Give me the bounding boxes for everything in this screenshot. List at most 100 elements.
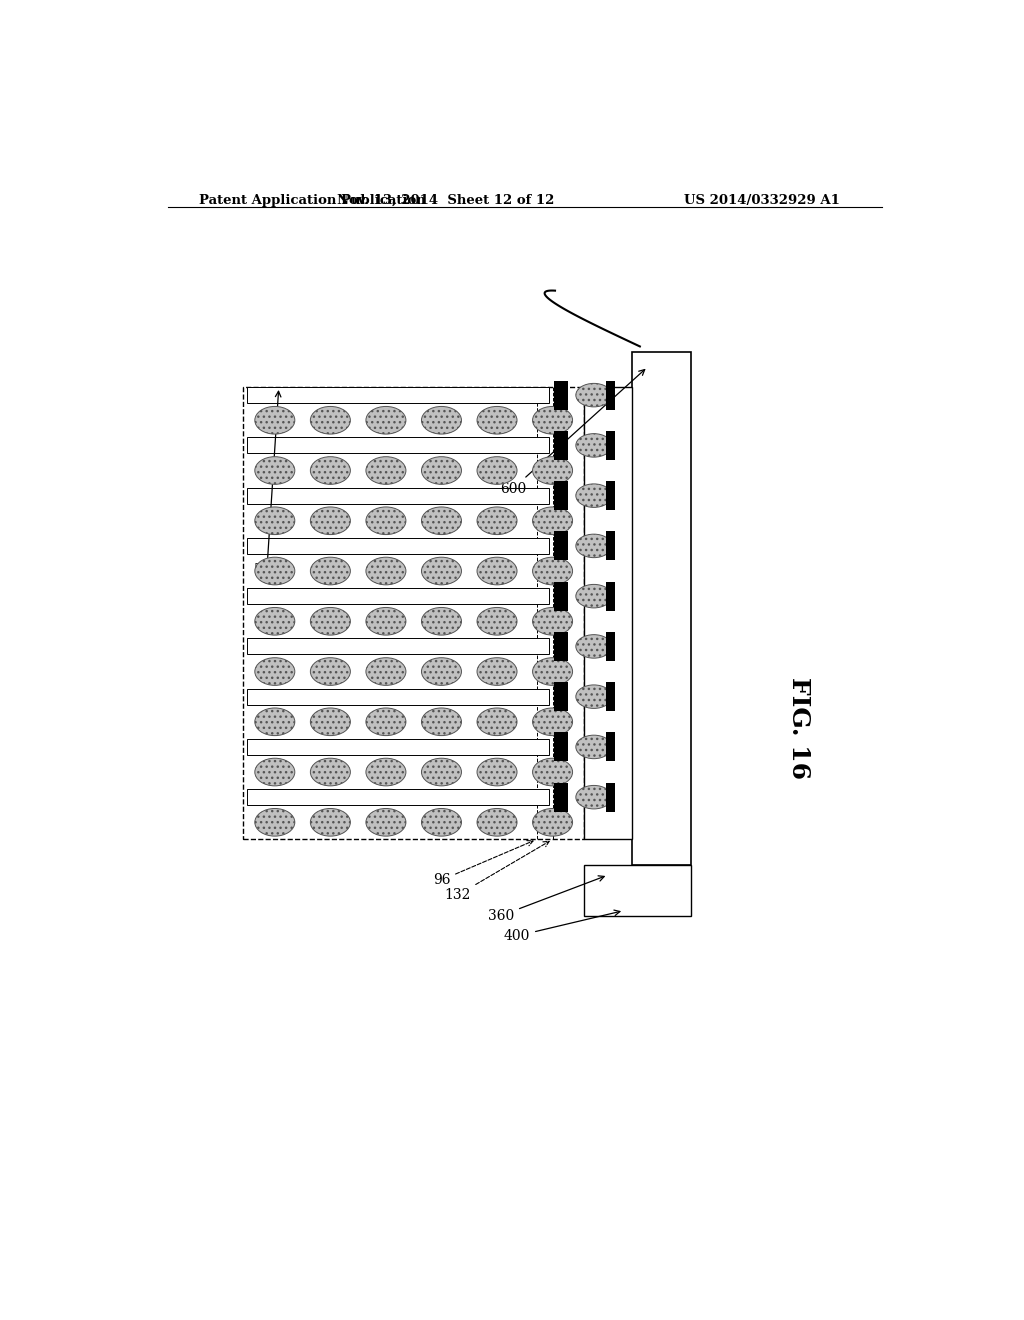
Ellipse shape [532,457,572,484]
Ellipse shape [532,657,572,685]
Ellipse shape [575,585,612,609]
Ellipse shape [575,635,612,659]
Ellipse shape [366,657,406,685]
Ellipse shape [575,735,612,759]
Bar [606,783,615,812]
Ellipse shape [366,407,406,434]
Bar [606,482,615,510]
Ellipse shape [310,808,350,836]
Ellipse shape [310,407,350,434]
Ellipse shape [366,607,406,635]
Text: 132: 132 [444,841,549,903]
Text: 360: 360 [487,875,604,923]
Ellipse shape [366,557,406,585]
Ellipse shape [532,708,572,735]
Ellipse shape [366,758,406,785]
Ellipse shape [575,685,612,709]
Ellipse shape [532,808,572,836]
Bar [243,387,585,840]
Ellipse shape [310,607,350,635]
Ellipse shape [422,557,462,585]
Ellipse shape [422,808,462,836]
Ellipse shape [477,657,517,685]
Text: US 2014/0332929 A1: US 2014/0332929 A1 [684,194,840,207]
Ellipse shape [255,607,295,635]
Ellipse shape [575,484,612,507]
Bar [606,430,615,459]
Text: 96: 96 [433,841,534,887]
Ellipse shape [255,708,295,735]
Ellipse shape [366,457,406,484]
Ellipse shape [477,457,517,484]
Bar [247,537,549,554]
Bar [247,639,549,655]
Ellipse shape [532,407,572,434]
Bar [247,739,549,755]
Ellipse shape [422,407,462,434]
Text: FIG. 16: FIG. 16 [786,677,811,779]
Bar [554,682,568,711]
Bar [247,437,549,454]
Bar [247,387,549,403]
Bar [247,487,549,504]
Bar [606,532,615,561]
Text: 400: 400 [504,909,620,942]
Bar [632,351,691,865]
Bar [606,733,615,762]
Bar [247,689,549,705]
Ellipse shape [532,607,572,635]
Ellipse shape [255,657,295,685]
Ellipse shape [477,607,517,635]
Bar [606,582,615,611]
Bar [585,387,632,840]
Ellipse shape [310,507,350,535]
Ellipse shape [366,507,406,535]
Ellipse shape [532,507,572,535]
Ellipse shape [477,507,517,535]
Ellipse shape [422,657,462,685]
Bar [554,783,568,812]
Ellipse shape [366,808,406,836]
Ellipse shape [422,457,462,484]
Bar [606,682,615,711]
Bar [585,865,691,916]
Ellipse shape [575,434,612,457]
Ellipse shape [366,708,406,735]
Ellipse shape [310,758,350,785]
Ellipse shape [310,457,350,484]
Ellipse shape [477,708,517,735]
Ellipse shape [532,758,572,785]
Ellipse shape [255,557,295,585]
Bar [554,632,568,661]
Ellipse shape [422,607,462,635]
Ellipse shape [575,785,612,809]
Bar [606,380,615,409]
Ellipse shape [310,557,350,585]
Text: Nov. 13, 2014  Sheet 12 of 12: Nov. 13, 2014 Sheet 12 of 12 [337,194,554,207]
Bar [606,632,615,661]
Ellipse shape [477,407,517,434]
Text: 500: 500 [254,391,281,577]
Text: Patent Application Publication: Patent Application Publication [200,194,426,207]
Ellipse shape [422,708,462,735]
Ellipse shape [310,708,350,735]
Bar [247,789,549,805]
Ellipse shape [575,535,612,557]
Bar [554,482,568,510]
Ellipse shape [422,507,462,535]
Ellipse shape [255,507,295,535]
Ellipse shape [310,657,350,685]
Ellipse shape [422,758,462,785]
Bar [554,380,568,409]
Bar [247,589,549,605]
Ellipse shape [532,557,572,585]
Ellipse shape [255,457,295,484]
Ellipse shape [255,407,295,434]
Ellipse shape [477,758,517,785]
Ellipse shape [255,808,295,836]
Bar [554,582,568,611]
Bar [554,733,568,762]
Bar [554,532,568,561]
Bar [554,430,568,459]
Text: 600: 600 [500,370,645,496]
